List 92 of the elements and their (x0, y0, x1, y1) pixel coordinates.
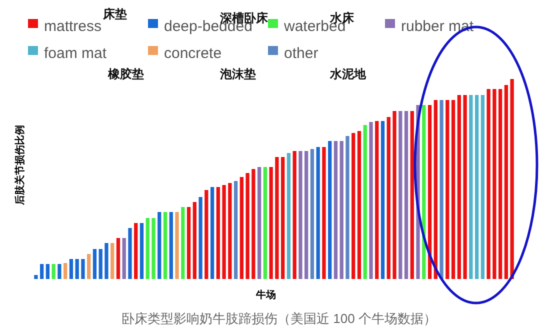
bar (75, 259, 79, 279)
bar (69, 259, 74, 279)
bar (269, 167, 273, 279)
bar (292, 151, 296, 279)
bar (275, 157, 279, 279)
bar (169, 212, 173, 279)
annotation: 水泥地 (329, 67, 367, 81)
bar (210, 187, 214, 279)
bar (446, 100, 450, 279)
annotation: 橡胶垫 (107, 67, 144, 81)
bar (504, 85, 508, 279)
bar (451, 100, 456, 279)
bar (52, 264, 56, 279)
bar (492, 89, 496, 279)
bar (263, 167, 268, 279)
bar (510, 79, 514, 279)
bar (222, 185, 226, 279)
bar (404, 111, 408, 279)
bar (463, 95, 467, 279)
text: 床垫 (102, 7, 127, 21)
bar (252, 169, 256, 279)
bar (398, 111, 402, 279)
bar (340, 141, 344, 279)
bar (34, 275, 38, 279)
bar (122, 238, 126, 279)
x-axis-title: 牛场 (255, 289, 276, 301)
bar (322, 147, 326, 279)
bar (434, 100, 438, 279)
bar (428, 105, 432, 279)
bar (116, 238, 120, 279)
bar (128, 228, 132, 279)
legend-label: mattress (44, 18, 102, 35)
bar (58, 264, 62, 279)
bar (216, 187, 220, 279)
bar (46, 264, 50, 279)
bar (286, 153, 291, 279)
bar (204, 190, 208, 279)
bar (158, 212, 162, 279)
bar (280, 157, 285, 279)
bar (440, 100, 444, 279)
bar (457, 95, 461, 279)
legend-label: other (284, 45, 318, 62)
bar (334, 141, 338, 279)
bar (257, 167, 262, 279)
bar (240, 177, 244, 279)
bar (181, 207, 185, 279)
bar (64, 263, 68, 279)
bar (498, 89, 502, 279)
text: 卧床类型影响奶牛肢蹄损伤（美国近 100 个牛场数据） (122, 311, 436, 326)
bar (140, 223, 144, 279)
bar (234, 181, 238, 279)
bar (357, 131, 362, 279)
bar (92, 249, 97, 279)
bar (469, 95, 473, 279)
annotation: 泡沫垫 (219, 67, 256, 81)
bar (480, 95, 484, 279)
bar (246, 173, 250, 279)
bar (134, 223, 138, 279)
bar (422, 105, 426, 279)
bar (192, 202, 196, 279)
bar (375, 121, 379, 279)
bar (304, 151, 308, 279)
bar (163, 212, 168, 279)
bar (486, 89, 490, 279)
bar (328, 141, 332, 279)
bar (369, 122, 373, 279)
bar (392, 111, 396, 279)
bar (228, 183, 232, 279)
bar (474, 95, 479, 279)
bar (298, 151, 302, 279)
bar (380, 121, 385, 279)
bar (316, 147, 320, 279)
bar (410, 111, 414, 279)
bar (87, 254, 91, 279)
bar (363, 125, 367, 279)
y-axis-title: 后肢关节损伤比例 (14, 125, 26, 206)
bar (186, 207, 191, 279)
bar (81, 259, 85, 279)
bar (146, 218, 150, 279)
bar (98, 249, 102, 279)
bar (104, 243, 108, 279)
bar (175, 212, 179, 279)
bar (110, 243, 114, 279)
bar (386, 117, 390, 279)
bar (198, 197, 202, 279)
bar (352, 133, 356, 279)
bar (152, 218, 156, 279)
legend-label: foam mat (44, 45, 108, 62)
bar (310, 149, 314, 279)
legend-label: concrete (164, 45, 222, 62)
bar (346, 136, 350, 279)
bar (40, 264, 44, 279)
